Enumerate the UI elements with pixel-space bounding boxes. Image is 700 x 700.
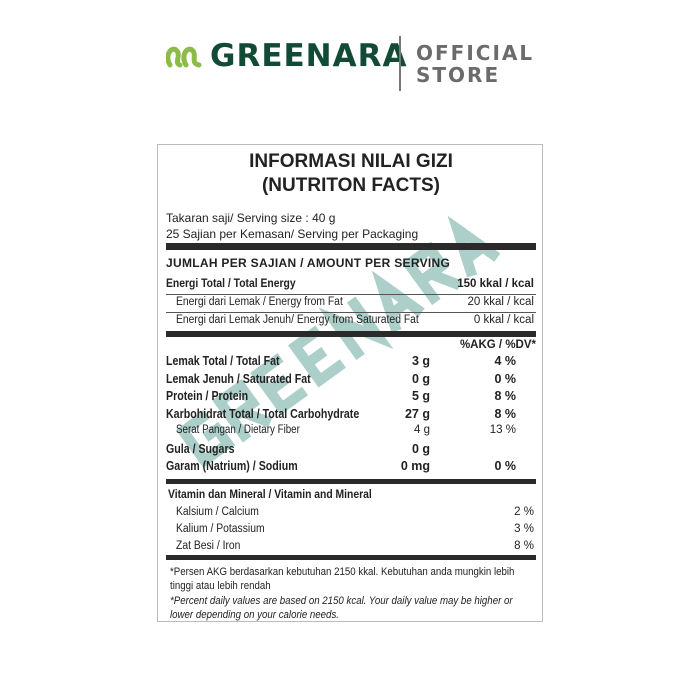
brand-name: GREENARA — [210, 38, 408, 74]
nutrient-dv: 4 % — [494, 354, 516, 368]
nutrient-label: Karbohidrat Total / Total Carbohydrate — [166, 406, 360, 421]
energy-value: 0 kkal / kcal — [473, 314, 534, 326]
label-subtitle: (NUTRITON FACTS) — [261, 175, 441, 196]
nutrient-dv: 0 % — [494, 371, 516, 386]
vitamin-label: Kalium / Potassium — [176, 523, 265, 535]
vitamin-dv: 3 % — [514, 523, 534, 535]
nutrient-dv: 0 % — [494, 459, 516, 473]
store-line-1: OFFICIAL — [416, 41, 535, 65]
serving-size: Takaran saji/ Serving size : 40 g — [166, 211, 336, 225]
row-divider — [166, 294, 536, 295]
nutrient-dv: 8 % — [494, 406, 516, 421]
footnote-en: *Percent daily values are based on 2150 … — [170, 595, 513, 621]
nutrient-amount: 0 g — [411, 371, 430, 386]
nutrient-label: Lemak Jenuh / Saturated Fat — [166, 371, 311, 386]
energy-value: 150 kkal / kcal — [457, 278, 534, 290]
official-store-text: OFFICIAL STORE — [416, 42, 534, 86]
nutrient-amount: 0 g — [411, 441, 430, 456]
energy-label: Energi dari Lemak / Energy from Fat — [176, 296, 343, 308]
nutrient-label: Protein / Protein — [166, 389, 249, 403]
nutrient-dv: 13 % — [489, 424, 516, 436]
divider-bar — [166, 331, 536, 337]
store-line-2: STORE — [416, 63, 501, 87]
leaf-loop-icon — [166, 46, 202, 68]
label-title: INFORMASI NILAI GIZI — [249, 151, 453, 172]
vitamin-dv: 8 % — [514, 540, 534, 552]
nutrient-label: Garam (Natrium) / Sodium — [166, 459, 298, 473]
servings-per-package: 25 Sajian per Kemasan/ Serving per Packa… — [166, 227, 419, 241]
vitamin-label: Kalsium / Calcium — [176, 506, 259, 518]
dv-header: %AKG / %DV* — [459, 339, 536, 351]
nutrient-amount: 0 mg — [400, 459, 430, 473]
nutrient-label: Serat Pangan / Dietary Fiber — [176, 424, 300, 436]
divider-bar — [166, 555, 536, 560]
divider-bar — [166, 479, 536, 484]
vitamin-dv: 2 % — [514, 506, 534, 518]
nutrient-amount: 3 g — [411, 354, 430, 368]
nutrient-amount: 4 g — [414, 424, 430, 436]
vitamin-label: Zat Besi / Iron — [176, 540, 241, 552]
nutrition-facts-label: INFORMASI NILAI GIZI (NUTRITON FACTS) Ta… — [157, 144, 543, 622]
vitamin-header: Vitamin dan Mineral / Vitamin and Minera… — [168, 489, 372, 501]
energy-label: Energi dari Lemak Jenuh/ Energy from Sat… — [176, 314, 419, 326]
nutrient-label: Gula / Sugars — [166, 441, 235, 456]
nutrient-label: Lemak Total / Total Fat — [166, 354, 280, 368]
nutrient-amount: 5 g — [411, 389, 430, 403]
nutrient-amount: 27 g — [404, 406, 430, 421]
energy-label: Energi Total / Total Energy — [166, 278, 296, 290]
energy-value: 20 kkal / kcal — [467, 296, 534, 308]
nutrient-dv: 8 % — [494, 389, 516, 403]
amount-header: JUMLAH PER SAJIAN / AMOUNT PER SERVING — [166, 256, 451, 270]
row-divider — [166, 312, 536, 313]
greenara-logo: GREENARA — [166, 38, 407, 74]
footnote-id: *Persen AKG berdasarkan kebutuhan 2150 k… — [170, 566, 515, 592]
divider — [399, 36, 401, 91]
divider-bar — [166, 243, 536, 250]
